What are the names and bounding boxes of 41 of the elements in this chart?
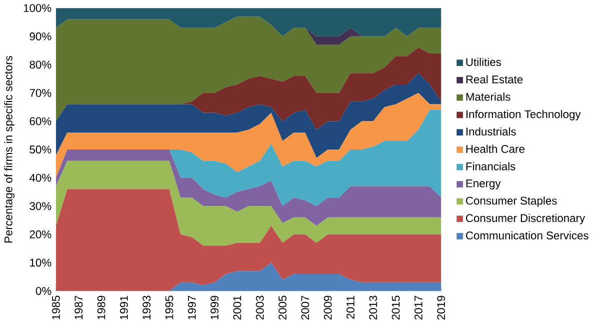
x-tick-label: 1993 [142,296,151,320]
y-tick-label: 50% [30,145,52,154]
legend-label: Energy [466,179,501,190]
y-tick-label: 70% [30,88,52,97]
x-tick-label: 2015 [392,296,400,320]
x-tick-label: 2005 [278,296,286,320]
legend-label: Consumer Staples [466,196,557,207]
y-tick-label: 100% [24,4,52,12]
x-tick-label: 2017 [414,296,422,320]
x-tick-label: 2013 [369,296,378,320]
legend-label: Materials [466,92,510,101]
y-tick-label: 30% [30,202,52,210]
x-tick-label: 2009 [324,296,332,320]
x-tick-label: 2003 [256,296,264,320]
x-tick-label: 2001 [233,296,242,320]
y-axis-title: Percentage of firms in specific sectors [4,56,15,242]
x-tick-label: 1997 [188,296,196,320]
x-tick-label: 1999 [210,296,219,320]
y-tick-label: 80% [30,60,52,68]
x-tick-label: 1991 [120,296,128,320]
x-tick-label: 1995 [165,296,174,320]
legend-label: Health Care [466,144,524,153]
x-tick-label: 1987 [74,296,83,320]
x-tick-label: 2019 [437,296,446,320]
y-tick-label: 10% [30,258,52,266]
y-tick-label: 60% [30,117,52,126]
x-tick-label: 1989 [97,296,106,320]
y-tick-label: 40% [30,174,52,182]
y-tick-label: 90% [30,32,52,40]
legend-label: Financials [466,162,516,170]
x-tick-label: 2007 [301,296,310,320]
legend-label: Communication Services [466,231,588,240]
legend-label: Consumer Discretionary [466,214,586,224]
x-tick-label: 1985 [52,296,60,320]
x-tick-label: 2011 [346,296,354,319]
y-tick-label: 20% [30,230,52,238]
y-tick-label: 0% [36,286,52,295]
legend-label: Utilities [466,58,501,66]
legend-label: Industrials [466,127,516,136]
legend-label: Information Technology [466,110,581,120]
legend-label: Real Estate [466,75,523,84]
